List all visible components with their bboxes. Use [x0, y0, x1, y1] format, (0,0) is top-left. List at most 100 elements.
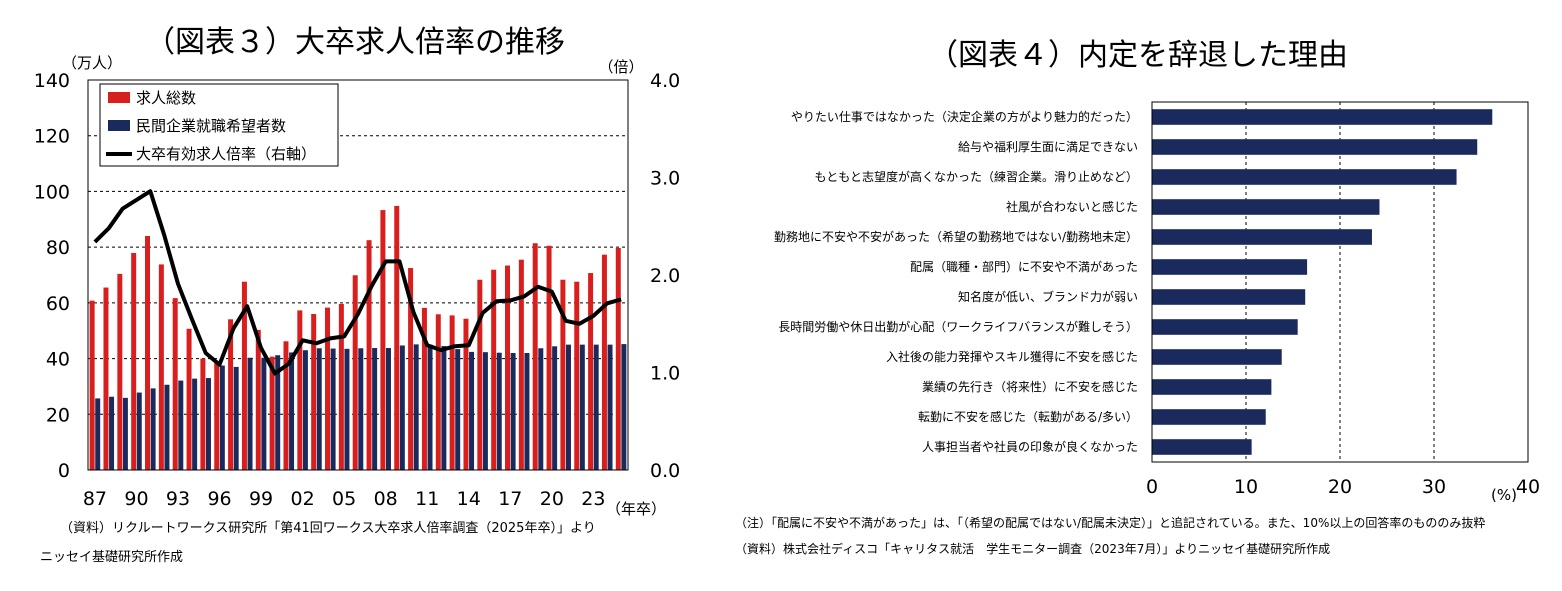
chart4-title: （図表４）内定を辞退した理由 — [928, 38, 1348, 73]
reason-label: もともと志望度が高くなかった（練習企業。滑り止めなど） — [814, 169, 1138, 184]
bar-job-seekers — [565, 344, 571, 470]
bar-job-seekers — [579, 344, 585, 470]
x-axis-tick-label: 99 — [249, 488, 273, 510]
legend-label-job-seekers: 民間企業就職希望者数 — [136, 117, 286, 135]
chart3-source-line2: ニッセイ基礎研究所作成 — [40, 550, 183, 565]
reason-label: 転勤に不安を感じた（転勤がある/多い） — [918, 409, 1138, 424]
reason-label: 長時間労働や休日出勤が心配（ワークライフバランスが難しそう） — [778, 319, 1138, 334]
bar-job-seekers — [164, 384, 170, 470]
reason-bar — [1152, 259, 1308, 275]
bar-total-openings — [269, 356, 275, 470]
reason-label: 人事担当者や社員の印象が良くなかった — [922, 439, 1138, 454]
bar-total-openings — [574, 281, 580, 470]
bar-job-seekers — [552, 346, 558, 470]
reason-label: やりたい仕事ではなかった（決定企業の方がより魅力的だった） — [791, 109, 1138, 124]
left-axis-tick-label: 0 — [58, 460, 70, 482]
bar-job-seekers — [510, 353, 516, 470]
bar-job-seekers — [275, 355, 281, 470]
chart4-source: （資料）株式会社ディスコ「キャリタス就活 学生モニター調査（2023年7月）」よ… — [735, 541, 1330, 556]
x-axis-tick-label: 02 — [291, 488, 315, 510]
bar-total-openings — [435, 314, 441, 470]
bar-total-openings — [477, 279, 483, 470]
chart3-left-axis: 0 20 40 60 80 100 120 140 — [34, 70, 70, 482]
bar-job-seekers — [607, 344, 613, 470]
bar-job-seekers — [344, 348, 350, 470]
bar-job-seekers — [399, 345, 405, 470]
bar-job-seekers — [524, 353, 530, 470]
bar-total-openings — [338, 303, 344, 470]
right-axis-tick-label: 4.0 — [650, 70, 680, 92]
bar-job-seekers — [455, 349, 461, 470]
ratio-series-line — [93, 189, 622, 376]
chart4-x-tick-label: 20 — [1328, 476, 1352, 498]
bar-job-seekers — [316, 348, 322, 470]
bar-job-seekers — [621, 344, 627, 470]
bar-job-seekers — [385, 347, 391, 470]
chart4-x-tick-label: 10 — [1234, 476, 1258, 498]
chart4-gridlines — [1245, 102, 1435, 462]
chart3-left-unit: （万人） — [62, 54, 122, 72]
left-axis-tick-label: 120 — [34, 126, 70, 148]
chart4-x-tick-label: 40 — [1516, 476, 1540, 498]
x-axis-tick-label: 08 — [374, 488, 398, 510]
right-axis-tick-label: 3.0 — [650, 168, 680, 190]
chart4-category-labels: やりたい仕事ではなかった（決定企業の方がより魅力的だった） 給与や福利厚生面に満足… — [774, 109, 1138, 454]
reason-bar — [1152, 289, 1306, 305]
x-axis-tick-label: 17 — [498, 488, 522, 510]
bar-total-openings — [172, 298, 178, 470]
left-axis-tick-label: 60 — [46, 293, 70, 315]
bar-total-openings — [546, 245, 552, 470]
left-axis-tick-label: 80 — [46, 237, 70, 259]
reason-bar — [1152, 109, 1493, 125]
bar-total-openings — [615, 247, 621, 470]
right-axis-tick-label: 2.0 — [650, 265, 680, 287]
bar-total-openings — [532, 243, 538, 470]
x-axis-tick-label: 96 — [207, 488, 231, 510]
reason-label: 給与や福利厚生面に満足できない — [958, 139, 1138, 154]
bar-total-openings — [560, 279, 566, 470]
bar-job-seekers — [205, 378, 211, 470]
bar-job-seekers — [441, 346, 447, 470]
x-axis-tick-label: 23 — [581, 488, 605, 510]
reason-label: 勤務地に不安や不安があった（希望の勤務地ではない/勤務地未定） — [774, 229, 1138, 244]
bar-total-openings — [117, 273, 123, 470]
x-axis-tick-label: 14 — [457, 488, 481, 510]
legend-swatch-job-seekers — [108, 120, 130, 131]
bar-job-seekers — [593, 344, 599, 470]
chart3-source: （資料）リクルートワークス研究所「第41回ワークス大卒求人倍率調査（2025年卒… — [60, 520, 596, 536]
bar-total-openings — [325, 307, 331, 470]
reason-bar — [1152, 349, 1282, 365]
bar-total-openings — [89, 300, 95, 470]
bar-job-seekers — [261, 357, 267, 470]
bar-total-openings — [601, 254, 607, 470]
bar-job-seekers — [427, 344, 433, 470]
bar-job-seekers — [469, 351, 475, 470]
bar-total-openings — [297, 310, 303, 470]
chart3-x-unit: （年卒） — [606, 500, 666, 518]
bar-total-openings — [145, 236, 151, 470]
bar-total-openings — [408, 268, 414, 470]
legend-label-total-openings: 求人総数 — [136, 89, 196, 107]
chart3-title: （図表３）大卒求人倍率の推移 — [145, 25, 565, 60]
chart4-bars — [1152, 109, 1493, 455]
chart3-ratio-line — [93, 189, 622, 376]
reason-bar — [1152, 439, 1252, 455]
legend-swatch-total-openings — [108, 92, 130, 103]
x-axis-tick-label: 11 — [415, 488, 439, 510]
bar-total-openings — [214, 361, 220, 470]
bar-job-seekers — [358, 348, 364, 470]
chart3-plot-frame — [87, 79, 629, 471]
x-axis-tick-label: 87 — [83, 488, 107, 510]
bar-job-seekers — [372, 347, 378, 470]
chart3-legend-box — [99, 83, 339, 167]
bar-total-openings — [103, 287, 109, 470]
bar-job-seekers — [122, 397, 128, 470]
chart4-x-tick-label: 0 — [1146, 476, 1158, 498]
bar-total-openings — [131, 252, 137, 470]
right-axis-tick-label: 0.0 — [650, 460, 680, 482]
bar-total-openings — [200, 358, 206, 470]
chart3-x-axis: 87 90 93 96 99 02 05 08 11 14 17 20 23 — [83, 488, 606, 510]
bar-job-seekers — [289, 352, 295, 470]
left-axis-tick-label: 20 — [46, 404, 70, 426]
